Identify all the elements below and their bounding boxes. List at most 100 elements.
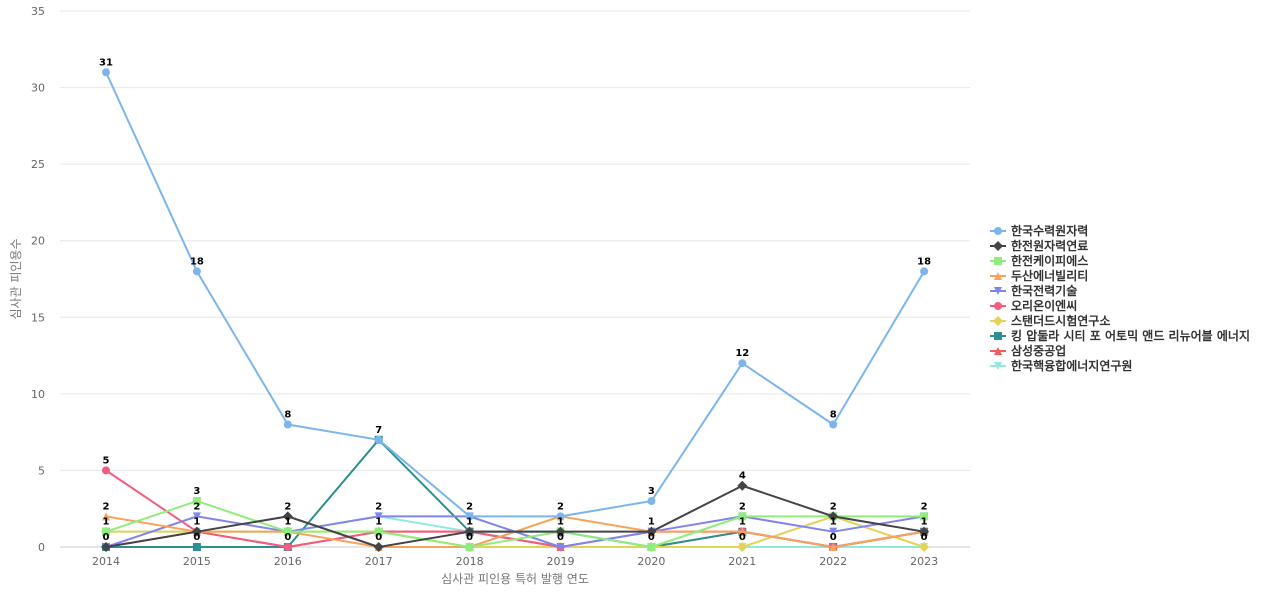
data-label: 2 xyxy=(739,501,746,512)
data-point-marker[interactable] xyxy=(374,435,383,444)
data-point-marker[interactable] xyxy=(101,542,111,552)
data-label: 1 xyxy=(648,517,655,528)
data-label: 3 xyxy=(648,486,655,497)
data-point-marker[interactable] xyxy=(192,512,201,521)
legend-item[interactable]: 한국수력원자력 xyxy=(990,223,1088,238)
y-tick-label: 5 xyxy=(38,464,45,477)
data-point-marker[interactable] xyxy=(373,542,384,552)
legend-item[interactable]: 두산에너빌리티 xyxy=(990,268,1088,283)
data-label: 0 xyxy=(648,532,655,543)
data-label: 0 xyxy=(830,532,837,543)
data-label: 2 xyxy=(103,501,110,512)
data-point-marker[interactable] xyxy=(465,512,474,521)
data-label: 0 xyxy=(284,532,291,543)
data-label: 1 xyxy=(830,517,837,528)
legend-marker-icon[interactable] xyxy=(993,316,1003,326)
data-label: 8 xyxy=(830,409,837,420)
legend-item[interactable]: 한국핵융합에너지연구원 xyxy=(990,358,1132,373)
x-tick-label: 2022 xyxy=(819,555,847,568)
data-point-marker[interactable] xyxy=(102,68,110,77)
data-point-marker[interactable] xyxy=(555,526,566,537)
data-point-marker[interactable] xyxy=(192,497,201,506)
data-label: 0 xyxy=(103,532,110,543)
legend-marker-icon[interactable] xyxy=(994,272,1002,280)
data-point-marker[interactable] xyxy=(374,527,383,536)
data-point-marker[interactable] xyxy=(738,527,747,536)
legend-item[interactable]: 킹 압둘라 시티 포 어토믹 앤드 리뉴어블 에너지 xyxy=(990,328,1250,343)
data-point-marker[interactable] xyxy=(556,543,565,551)
data-point-marker[interactable] xyxy=(737,480,748,491)
data-point-marker[interactable] xyxy=(738,512,747,521)
series-line xyxy=(105,500,925,548)
series-line xyxy=(105,469,925,548)
data-label: 0 xyxy=(466,532,473,543)
legend-marker-icon[interactable] xyxy=(993,241,1003,251)
data-point-marker[interactable] xyxy=(374,512,383,521)
data-point-marker[interactable] xyxy=(102,527,110,536)
legend-label: 스탠더드시험연구소 xyxy=(1011,313,1110,328)
data-point-marker[interactable] xyxy=(828,511,839,522)
legend-item[interactable]: 한전원자력연료 xyxy=(990,238,1088,253)
legend-marker-icon[interactable] xyxy=(994,287,1002,295)
data-point-marker[interactable] xyxy=(829,527,838,536)
legend-marker-icon[interactable] xyxy=(994,302,1002,310)
data-point-marker[interactable] xyxy=(283,420,292,429)
data-point-marker[interactable] xyxy=(465,543,474,551)
y-tick-label: 25 xyxy=(31,158,45,171)
data-point-marker[interactable] xyxy=(556,512,565,521)
legend-item[interactable]: 한국전력기술 xyxy=(990,283,1077,298)
data-point-marker[interactable] xyxy=(282,511,293,522)
legend-label: 한국전력기술 xyxy=(1011,283,1077,298)
data-point-marker[interactable] xyxy=(646,526,657,537)
legend-marker-icon[interactable] xyxy=(994,332,1002,340)
data-point-marker[interactable] xyxy=(920,267,929,276)
data-point-marker[interactable] xyxy=(283,527,292,536)
data-point-marker[interactable] xyxy=(829,420,838,429)
data-point-marker[interactable] xyxy=(919,542,930,552)
data-label: 5 xyxy=(103,455,110,466)
data-label: 31 xyxy=(99,57,113,68)
series-group xyxy=(102,68,929,521)
legend-item[interactable]: 오리온이엔씨 xyxy=(990,298,1077,313)
data-label: 1 xyxy=(557,517,564,528)
data-point-marker[interactable] xyxy=(737,542,748,552)
data-label: 2 xyxy=(921,501,928,512)
data-point-marker[interactable] xyxy=(464,526,475,537)
data-point-marker[interactable] xyxy=(829,543,838,551)
series-group xyxy=(102,466,929,551)
legend-item[interactable]: 삼성중공업 xyxy=(990,343,1066,358)
data-point-marker[interactable] xyxy=(738,359,747,368)
data-point-marker[interactable] xyxy=(191,526,202,537)
legend-marker-icon[interactable] xyxy=(994,347,1002,355)
legend-label: 한전원자력연료 xyxy=(1011,238,1088,253)
data-point-marker[interactable] xyxy=(919,526,930,537)
data-point-marker[interactable] xyxy=(192,267,201,276)
data-point-marker[interactable] xyxy=(920,512,929,521)
data-label: 1 xyxy=(193,517,200,528)
legend-label: 킹 압둘라 시티 포 어토믹 앤드 리뉴어블 에너지 xyxy=(1011,328,1250,343)
data-label: 0 xyxy=(921,532,928,543)
data-label: 2 xyxy=(557,501,564,512)
data-point-marker[interactable] xyxy=(192,543,201,551)
data-point-marker[interactable] xyxy=(283,543,292,551)
data-label: 2 xyxy=(466,501,473,512)
data-label: 1 xyxy=(466,517,473,528)
data-point-marker[interactable] xyxy=(102,466,110,475)
legend-marker-icon[interactable] xyxy=(994,362,1002,370)
legend-marker-icon[interactable] xyxy=(994,257,1002,265)
data-point-marker[interactable] xyxy=(647,497,656,506)
y-tick-label: 10 xyxy=(31,388,45,401)
legend-item[interactable]: 스탠더드시험연구소 xyxy=(990,313,1110,328)
y-tick-label: 30 xyxy=(31,82,45,95)
grid-lines xyxy=(60,10,970,548)
data-label: 1 xyxy=(921,517,928,528)
legend: 한국수력원자력한전원자력연료한전케이피에스두산에너빌리티한국전력기술오리온이엔씨… xyxy=(990,223,1250,373)
data-point-marker[interactable] xyxy=(102,512,110,521)
series-group xyxy=(101,480,930,552)
x-axis-title: 심사관 피인용 특허 발행 연도 xyxy=(441,571,589,586)
legend-marker-icon[interactable] xyxy=(994,227,1002,235)
data-point-marker[interactable] xyxy=(647,543,656,551)
legend-item[interactable]: 한전케이피에스 xyxy=(990,253,1088,268)
y-axis-title: 심사관 피인용수 xyxy=(9,238,23,319)
